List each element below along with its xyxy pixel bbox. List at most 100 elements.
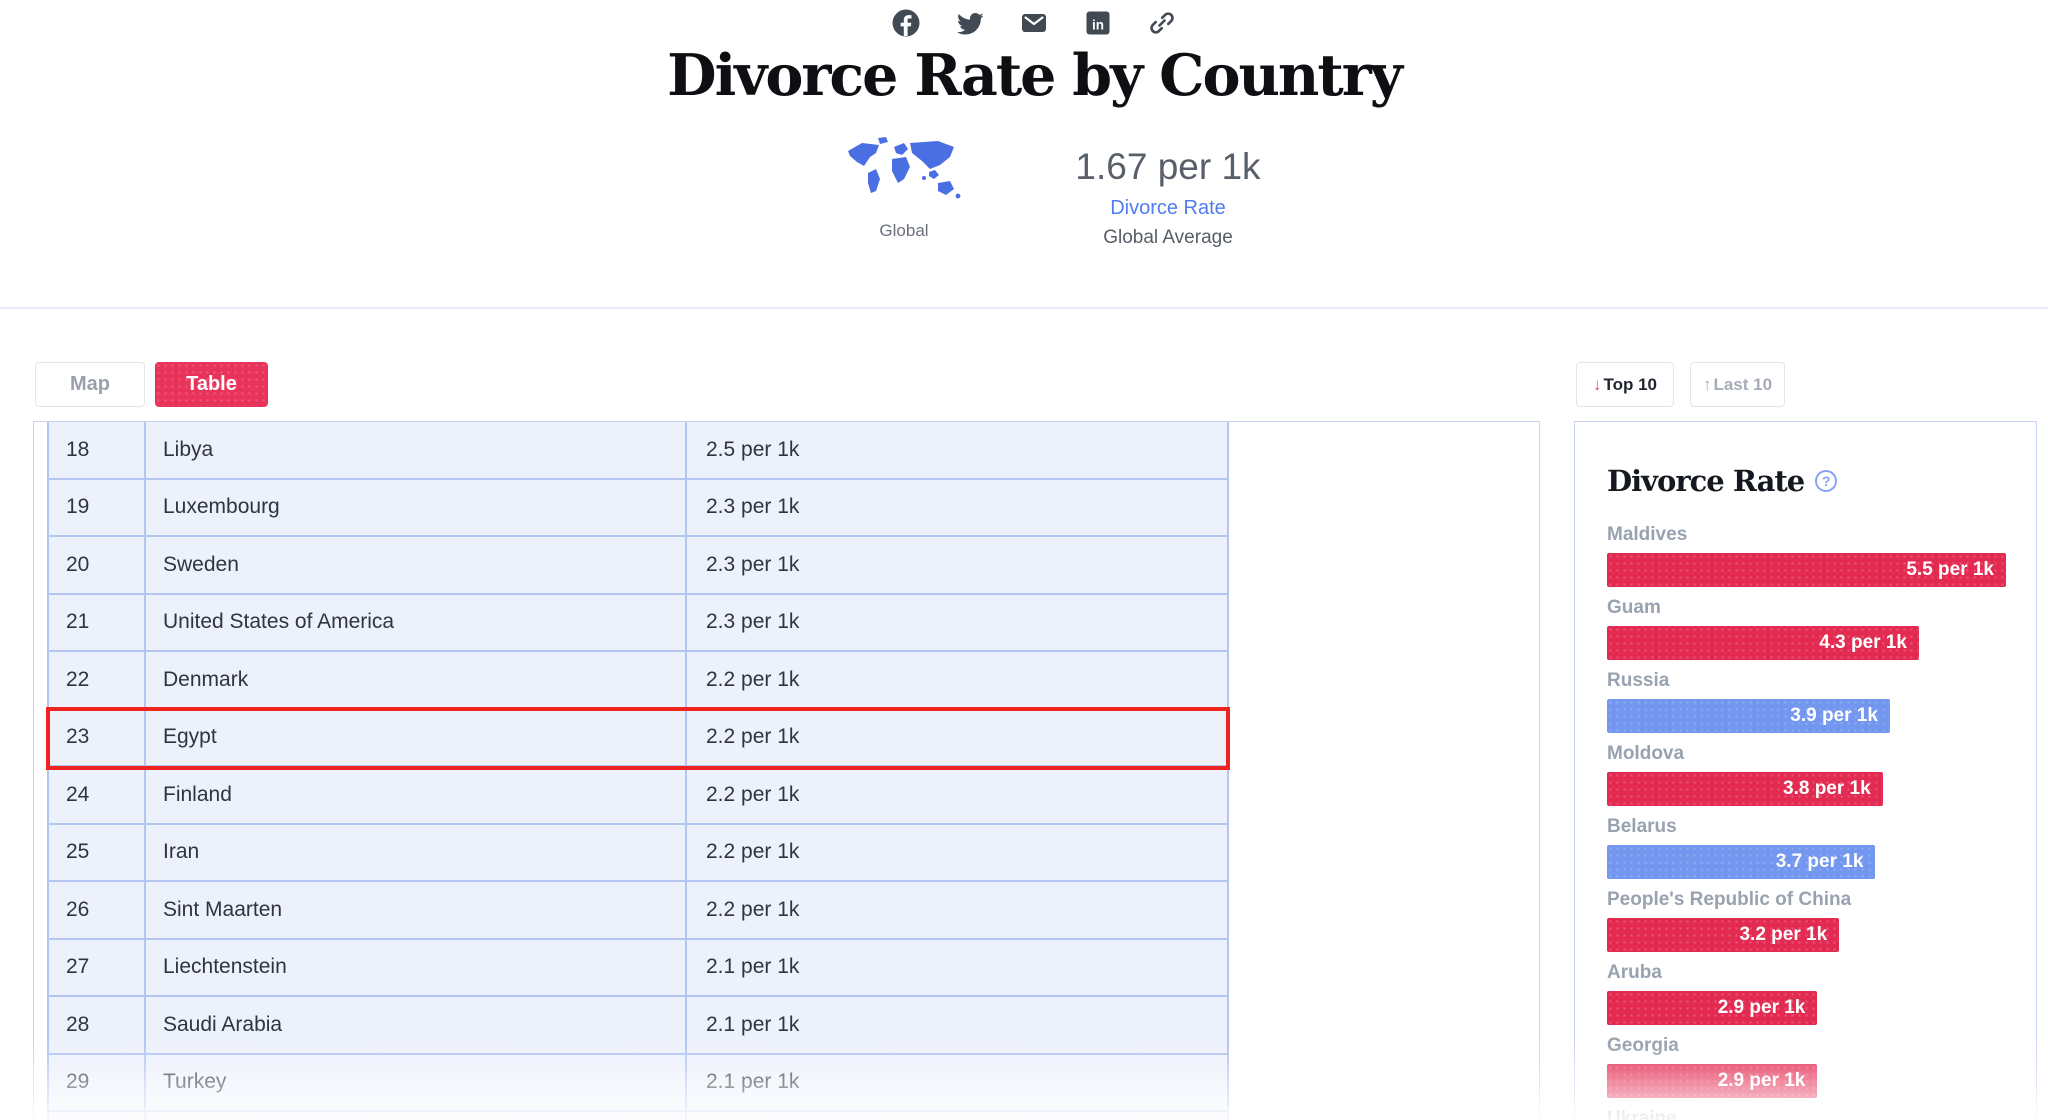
- facebook-icon[interactable]: [891, 8, 921, 38]
- table-row[interactable]: 18 Libya 2.5 per 1k: [49, 422, 1227, 480]
- rate-cell: 2.1 per 1k: [706, 1070, 800, 1094]
- chart-bar[interactable]: 5.5 per 1k: [1607, 553, 2006, 587]
- table-body: 18 Libya 2.5 per 1k 19 Luxembourg 2.3 pe…: [46, 422, 1230, 1120]
- chart-bar-group: Moldova 3.8 per 1k: [1607, 743, 2006, 806]
- social-share-row: in: [0, 6, 2048, 40]
- chart-bar[interactable]: 2.9 per 1k: [1607, 991, 1818, 1025]
- table-row[interactable]: 28 Saudi Arabia 2.1 per 1k: [49, 997, 1227, 1055]
- global-map-block: Global: [838, 134, 970, 241]
- rank-cell: 18: [49, 422, 146, 478]
- chart-bar-label: Guam: [1607, 597, 1661, 618]
- rank-cell: 21: [49, 594, 146, 650]
- table-row[interactable]: 23 Egypt 2.2 per 1k: [46, 706, 1230, 770]
- table-row[interactable]: 26 Sint Maarten 2.2 per 1k: [49, 882, 1227, 940]
- chart-bar-group: People's Republic of China 3.2 per 1k: [1607, 889, 2006, 952]
- svg-text:in: in: [1092, 18, 1104, 33]
- country-table-panel: 18 Libya 2.5 per 1k 19 Luxembourg 2.3 pe…: [33, 421, 1540, 1120]
- rank-cell: 23: [49, 709, 146, 765]
- table-row[interactable]: 22 Denmark 2.2 per 1k: [49, 652, 1227, 710]
- copy-link-icon[interactable]: [1147, 8, 1177, 38]
- country-cell: Luxembourg: [146, 479, 687, 535]
- top-10-button[interactable]: ↓ Top 10: [1576, 362, 1674, 407]
- rate-cell: 2.3 per 1k: [706, 495, 800, 519]
- rank-cell: 20: [49, 537, 146, 593]
- country-cell: Egypt: [146, 709, 687, 765]
- table-row[interactable]: [49, 1112, 1227, 1120]
- rank-cell: [49, 1112, 146, 1120]
- rank-cell: 27: [49, 939, 146, 995]
- chart-bar[interactable]: 3.9 per 1k: [1607, 699, 1890, 733]
- table-row[interactable]: 20 Sweden 2.3 per 1k: [49, 537, 1227, 595]
- email-icon[interactable]: [1019, 8, 1049, 38]
- country-cell: Finland: [146, 767, 687, 823]
- rate-cell: 2.2 per 1k: [706, 782, 800, 806]
- chart-title: Divorce Rate: [1607, 464, 1805, 498]
- chart-bar-label: Belarus: [1607, 816, 1677, 837]
- chart-bar-label: Ukraine: [1607, 1108, 1677, 1120]
- chart-bar[interactable]: 3.8 per 1k: [1607, 772, 1883, 806]
- chart-bar-label: Aruba: [1607, 962, 1662, 983]
- chart-bar[interactable]: 2.9 per 1k: [1607, 1064, 1818, 1098]
- country-cell: Denmark: [146, 652, 687, 708]
- country-cell: Liechtenstein: [146, 939, 687, 995]
- country-cell: Libya: [146, 422, 687, 478]
- table-row[interactable]: 29 Turkey 2.1 per 1k: [49, 1054, 1227, 1112]
- twitter-icon[interactable]: [955, 8, 985, 38]
- help-icon[interactable]: ?: [1815, 470, 1838, 492]
- chart-bar-group: Russia 3.9 per 1k: [1607, 670, 2006, 733]
- chart-bar[interactable]: 4.3 per 1k: [1607, 626, 1919, 660]
- rank-cell: 22: [49, 652, 146, 708]
- rate-cell: 2.3 per 1k: [706, 610, 800, 634]
- rate-cell: 2.1 per 1k: [706, 955, 800, 979]
- rank-cell: 24: [49, 767, 146, 823]
- divorce-rate-link[interactable]: Divorce Rate: [1110, 197, 1226, 219]
- chart-bars: Maldives 5.5 per 1k Guam 4.3 per 1k Russ…: [1607, 524, 2006, 1120]
- global-average-stat: 1.67 per 1k Divorce Rate Global Average: [1035, 146, 1301, 249]
- table-row[interactable]: 24 Finland 2.2 per 1k: [49, 767, 1227, 825]
- chart-bar-label: Moldova: [1607, 743, 1685, 764]
- chart-bar[interactable]: 3.7 per 1k: [1607, 845, 1876, 879]
- top-10-label: Top 10: [1603, 374, 1658, 394]
- country-cell: Sint Maarten: [146, 882, 687, 938]
- chart-bar-group: Aruba 2.9 per 1k: [1607, 962, 2006, 1025]
- page-title: Divorce Rate by Country: [667, 42, 1403, 109]
- header-divider: [0, 307, 2048, 309]
- table-view-button[interactable]: Table: [155, 362, 268, 407]
- rate-cell: [687, 1112, 1227, 1120]
- rank-cell: 19: [49, 479, 146, 535]
- country-cell: [146, 1112, 687, 1120]
- rate-cell: 2.1 per 1k: [706, 1012, 800, 1036]
- country-cell: Saudi Arabia: [146, 997, 687, 1053]
- chart-bar-label: Maldives: [1607, 524, 1688, 545]
- table-row[interactable]: 27 Liechtenstein 2.1 per 1k: [49, 939, 1227, 997]
- linkedin-icon[interactable]: in: [1083, 8, 1113, 38]
- rank-cell: 29: [49, 1054, 146, 1110]
- chart-bar-group: Georgia 2.9 per 1k: [1607, 1035, 2006, 1098]
- country-cell: Sweden: [146, 537, 687, 593]
- rate-cell: 2.2 per 1k: [706, 897, 800, 921]
- chart-bar-label: People's Republic of China: [1607, 889, 1852, 910]
- chart-bar[interactable]: 3.2 per 1k: [1607, 918, 1840, 952]
- chart-bar-group: Ukraine: [1607, 1108, 2006, 1120]
- rate-cell: 2.2 per 1k: [706, 725, 800, 749]
- arrow-down-icon: ↓: [1592, 374, 1602, 394]
- top10-chart-panel: Divorce Rate ? Maldives 5.5 per 1k Guam …: [1574, 421, 2037, 1120]
- rate-cell: 2.5 per 1k: [706, 437, 800, 461]
- map-view-button[interactable]: Map: [35, 362, 145, 407]
- country-cell: United States of America: [146, 594, 687, 650]
- rank-cell: 25: [49, 824, 146, 880]
- table-row[interactable]: 21 United States of America 2.3 per 1k: [49, 594, 1227, 652]
- last-10-label: Last 10: [1713, 374, 1773, 394]
- table-row[interactable]: 25 Iran 2.2 per 1k: [49, 824, 1227, 882]
- table-row[interactable]: 19 Luxembourg 2.3 per 1k: [49, 479, 1227, 537]
- stat-value: 1.67 per 1k: [1075, 146, 1261, 187]
- last-10-button[interactable]: ↑ Last 10: [1690, 362, 1785, 407]
- country-cell: Turkey: [146, 1054, 687, 1110]
- country-cell: Iran: [146, 824, 687, 880]
- rate-cell: 2.2 per 1k: [706, 667, 800, 691]
- chart-bar-group: Guam 4.3 per 1k: [1607, 597, 2006, 660]
- chart-bar-label: Georgia: [1607, 1035, 1679, 1056]
- chart-bar-label: Russia: [1607, 670, 1670, 691]
- chart-bar-group: Belarus 3.7 per 1k: [1607, 816, 2006, 879]
